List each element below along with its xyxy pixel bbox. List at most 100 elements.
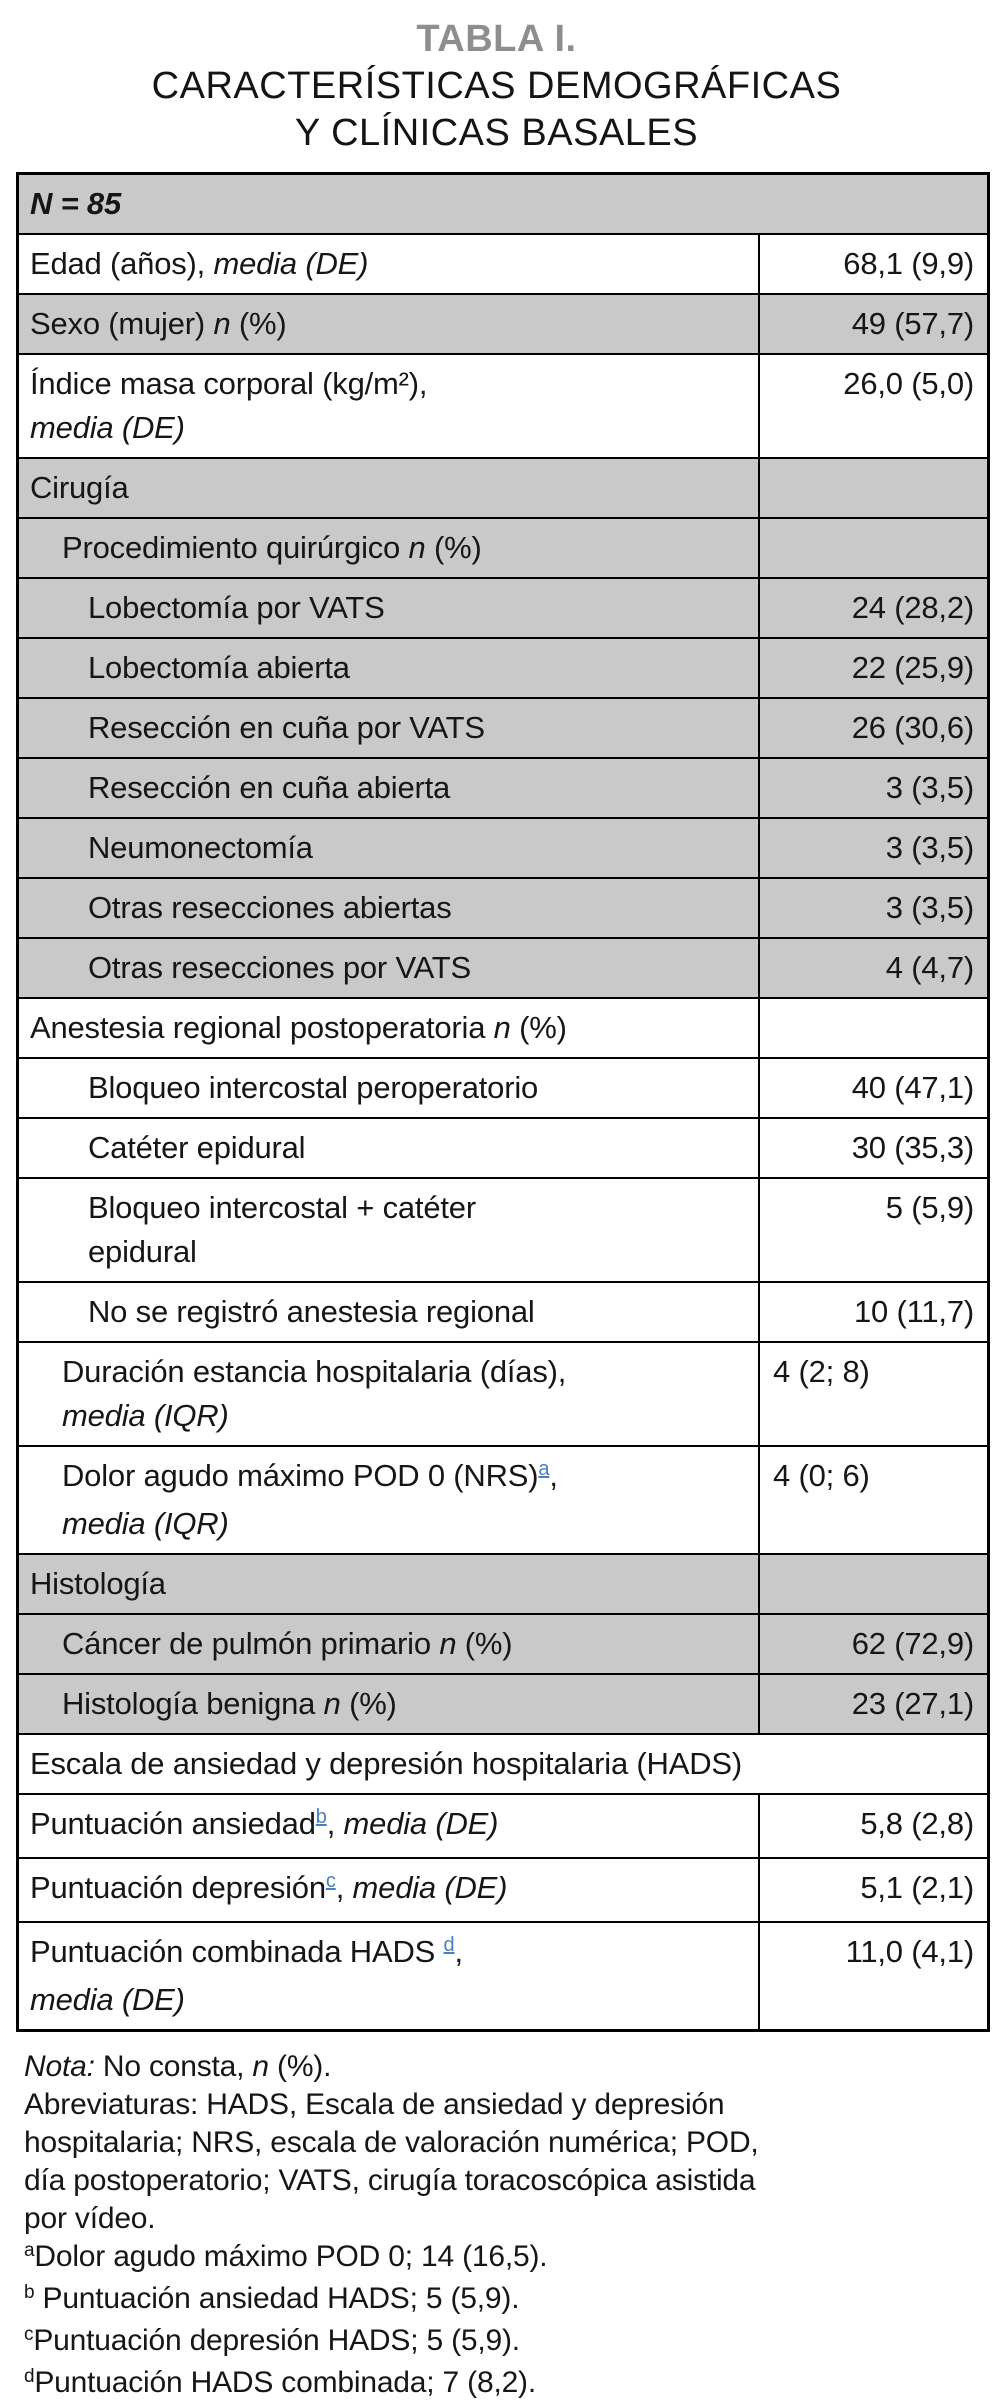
row-label-cell: Índice masa corporal (kg/m²), media (DE) bbox=[19, 355, 758, 457]
table-row: Histología bbox=[19, 1553, 987, 1613]
row-value-cell: 5,8 (2,8) bbox=[758, 1795, 987, 1857]
table-row: Duración estancia hospitalaria (días), me… bbox=[19, 1341, 987, 1445]
table-row: Otras resecciones abiertas 3 (3,5) bbox=[19, 877, 987, 937]
label-line: Neumonectomía bbox=[88, 826, 752, 870]
label-line: media (DE) bbox=[30, 406, 752, 450]
label-line: Puntuación ansiedadb, media (DE) bbox=[30, 1802, 752, 1850]
row-value-cell: 10 (11,7) bbox=[758, 1283, 987, 1341]
footnote-line: Abreviaturas: HADS, Escala de ansiedad y… bbox=[24, 2086, 974, 2124]
table-row: Procedimiento quirúrgico n (%) bbox=[19, 517, 987, 577]
label-line: Lobectomía abierta bbox=[88, 646, 752, 690]
row-value-cell: 49 (57,7) bbox=[758, 295, 987, 353]
table-row: Lobectomía abierta 22 (25,9) bbox=[19, 637, 987, 697]
italic-text: n bbox=[252, 2050, 269, 2083]
label-line: Anestesia regional postoperatoria n (%) bbox=[30, 1006, 752, 1050]
text: Lobectomía abierta bbox=[88, 650, 350, 685]
footnote-line: por vídeo. bbox=[24, 2200, 974, 2238]
row-label-cell: Resección en cuña abierta bbox=[19, 759, 758, 817]
text: Otras resecciones abiertas bbox=[88, 890, 452, 925]
table-row: Edad (años), media (DE) 68,1 (9,9) bbox=[19, 233, 987, 293]
table-row: Bloqueo intercostal peroperatorio 40 (47,… bbox=[19, 1057, 987, 1117]
text: (%) bbox=[425, 530, 482, 565]
row-label-cell: Anestesia regional postoperatoria n (%) bbox=[19, 999, 758, 1057]
italic-text: media (IQR) bbox=[62, 1398, 229, 1433]
footnote-line: aDolor agudo máximo POD 0; 14 (16,5). bbox=[24, 2238, 974, 2280]
text: (%). bbox=[268, 2050, 332, 2083]
text: (%) bbox=[510, 1010, 567, 1045]
text: , bbox=[549, 1458, 558, 1493]
label-line: Edad (años), media (DE) bbox=[30, 242, 752, 286]
label-line: No se registró anestesia regional bbox=[88, 1290, 752, 1334]
footnote-marker-a: a bbox=[24, 2240, 35, 2261]
label-line: Puntuación combinada HADS d, bbox=[30, 1930, 752, 1978]
table-row: Sexo (mujer) n (%) 49 (57,7) bbox=[19, 293, 987, 353]
row-label-cell: Lobectomía abierta bbox=[19, 639, 758, 697]
italic-text: media (DE) bbox=[30, 410, 185, 445]
label-line: Índice masa corporal (kg/m²), bbox=[30, 362, 752, 406]
text: Sexo (mujer) bbox=[30, 306, 214, 341]
label-line: Otras resecciones abiertas bbox=[88, 886, 752, 930]
text: Puntuación combinada HADS bbox=[30, 1934, 444, 1969]
label-line: Duración estancia hospitalaria (días), bbox=[62, 1350, 752, 1394]
row-label-cell: Procedimiento quirúrgico n (%) bbox=[19, 519, 758, 577]
label-line: Resección en cuña abierta bbox=[88, 766, 752, 810]
row-label-cell: Puntuación depresiónc, media (DE) bbox=[19, 1859, 758, 1921]
footnote-link-c[interactable]: c bbox=[325, 1870, 336, 1892]
row-value-cell bbox=[758, 519, 987, 577]
text: hospitalaria; NRS, escala de valoración … bbox=[24, 2126, 759, 2159]
table-row: Anestesia regional postoperatoria n (%) bbox=[19, 997, 987, 1057]
row-value-cell bbox=[758, 999, 987, 1057]
row-label-cell: Duración estancia hospitalaria (días), me… bbox=[19, 1343, 758, 1445]
row-label-cell: Lobectomía por VATS bbox=[19, 579, 758, 637]
row-label-cell: No se registró anestesia regional bbox=[19, 1283, 758, 1341]
row-label-cell: Otras resecciones abiertas bbox=[19, 879, 758, 937]
row-label-cell: Cáncer de pulmón primario n (%) bbox=[19, 1615, 758, 1673]
row-value-cell: 23 (27,1) bbox=[758, 1675, 987, 1733]
text: Resección en cuña por VATS bbox=[88, 710, 485, 745]
table-row: Dolor agudo máximo POD 0 (NRS)a, media (I… bbox=[19, 1445, 987, 1553]
table-row: N = 85 bbox=[19, 175, 987, 233]
row-label-cell: Resección en cuña por VATS bbox=[19, 699, 758, 757]
table-row: Bloqueo intercostal + catéter epidural 5 (… bbox=[19, 1177, 987, 1281]
row-label-cell: Puntuación ansiedadb, media (DE) bbox=[19, 1795, 758, 1857]
row-label-cell: N = 85 bbox=[19, 175, 987, 233]
footnote-line: cPuntuación depresión HADS; 5 (5,9). bbox=[24, 2322, 974, 2364]
label-line: Dolor agudo máximo POD 0 (NRS)a, bbox=[62, 1454, 752, 1502]
italic-text: media (DE) bbox=[343, 1806, 499, 1841]
row-value-cell: 5,1 (2,1) bbox=[758, 1859, 987, 1921]
table-row: Resección en cuña abierta 3 (3,5) bbox=[19, 757, 987, 817]
label-line: media (IQR) bbox=[62, 1394, 752, 1438]
label-line: epidural bbox=[88, 1230, 752, 1274]
footnote-line: día postoperatorio; VATS, cirugía toraco… bbox=[24, 2162, 974, 2200]
label-line: Bloqueo intercostal + catéter bbox=[88, 1186, 752, 1230]
label-line: Otras resecciones por VATS bbox=[88, 946, 752, 990]
text: Escala de ansiedad y depresión hospitala… bbox=[30, 1746, 743, 1781]
text: Puntuación ansiedad HADS; 5 (5,9). bbox=[34, 2282, 520, 2315]
italic-text: n bbox=[439, 1626, 457, 1661]
footnote-line: dPuntuación HADS combinada; 7 (8,2). bbox=[24, 2364, 974, 2406]
label-line: Cáncer de pulmón primario n (%) bbox=[62, 1622, 752, 1666]
row-value-cell: 40 (47,1) bbox=[758, 1059, 987, 1117]
row-value-cell bbox=[758, 1555, 987, 1613]
label-line: Resección en cuña por VATS bbox=[88, 706, 752, 750]
footnote-link-b[interactable]: b bbox=[315, 1806, 327, 1828]
footnote-link-d[interactable]: d bbox=[443, 1934, 455, 1956]
row-value-cell: 68,1 (9,9) bbox=[758, 235, 987, 293]
table-title-line-1: CARACTERÍSTICAS DEMOGRÁFICAS bbox=[151, 65, 842, 107]
row-value-cell: 24 (28,2) bbox=[758, 579, 987, 637]
footnote-line: Nota: No consta, n (%). bbox=[24, 2048, 974, 2086]
row-value-cell: 4 (4,7) bbox=[758, 939, 987, 997]
row-value-cell: 30 (35,3) bbox=[758, 1119, 987, 1177]
footnote-marker-b: b bbox=[24, 2282, 35, 2303]
table-row: Puntuación ansiedadb, media (DE) 5,8 (2,8… bbox=[19, 1793, 987, 1857]
row-label-cell: Cirugía bbox=[19, 459, 758, 517]
row-value-cell: 26,0 (5,0) bbox=[758, 355, 987, 457]
text: Neumonectomía bbox=[88, 830, 313, 865]
footnote-link-a[interactable]: a bbox=[538, 1458, 550, 1480]
row-label-cell: Bloqueo intercostal peroperatorio bbox=[19, 1059, 758, 1117]
text: Índice masa corporal (kg/m²), bbox=[30, 366, 428, 401]
text: Edad (años), bbox=[30, 246, 214, 281]
label-line: Sexo (mujer) n (%) bbox=[30, 302, 752, 346]
footnote-marker-d: d bbox=[24, 2366, 35, 2387]
